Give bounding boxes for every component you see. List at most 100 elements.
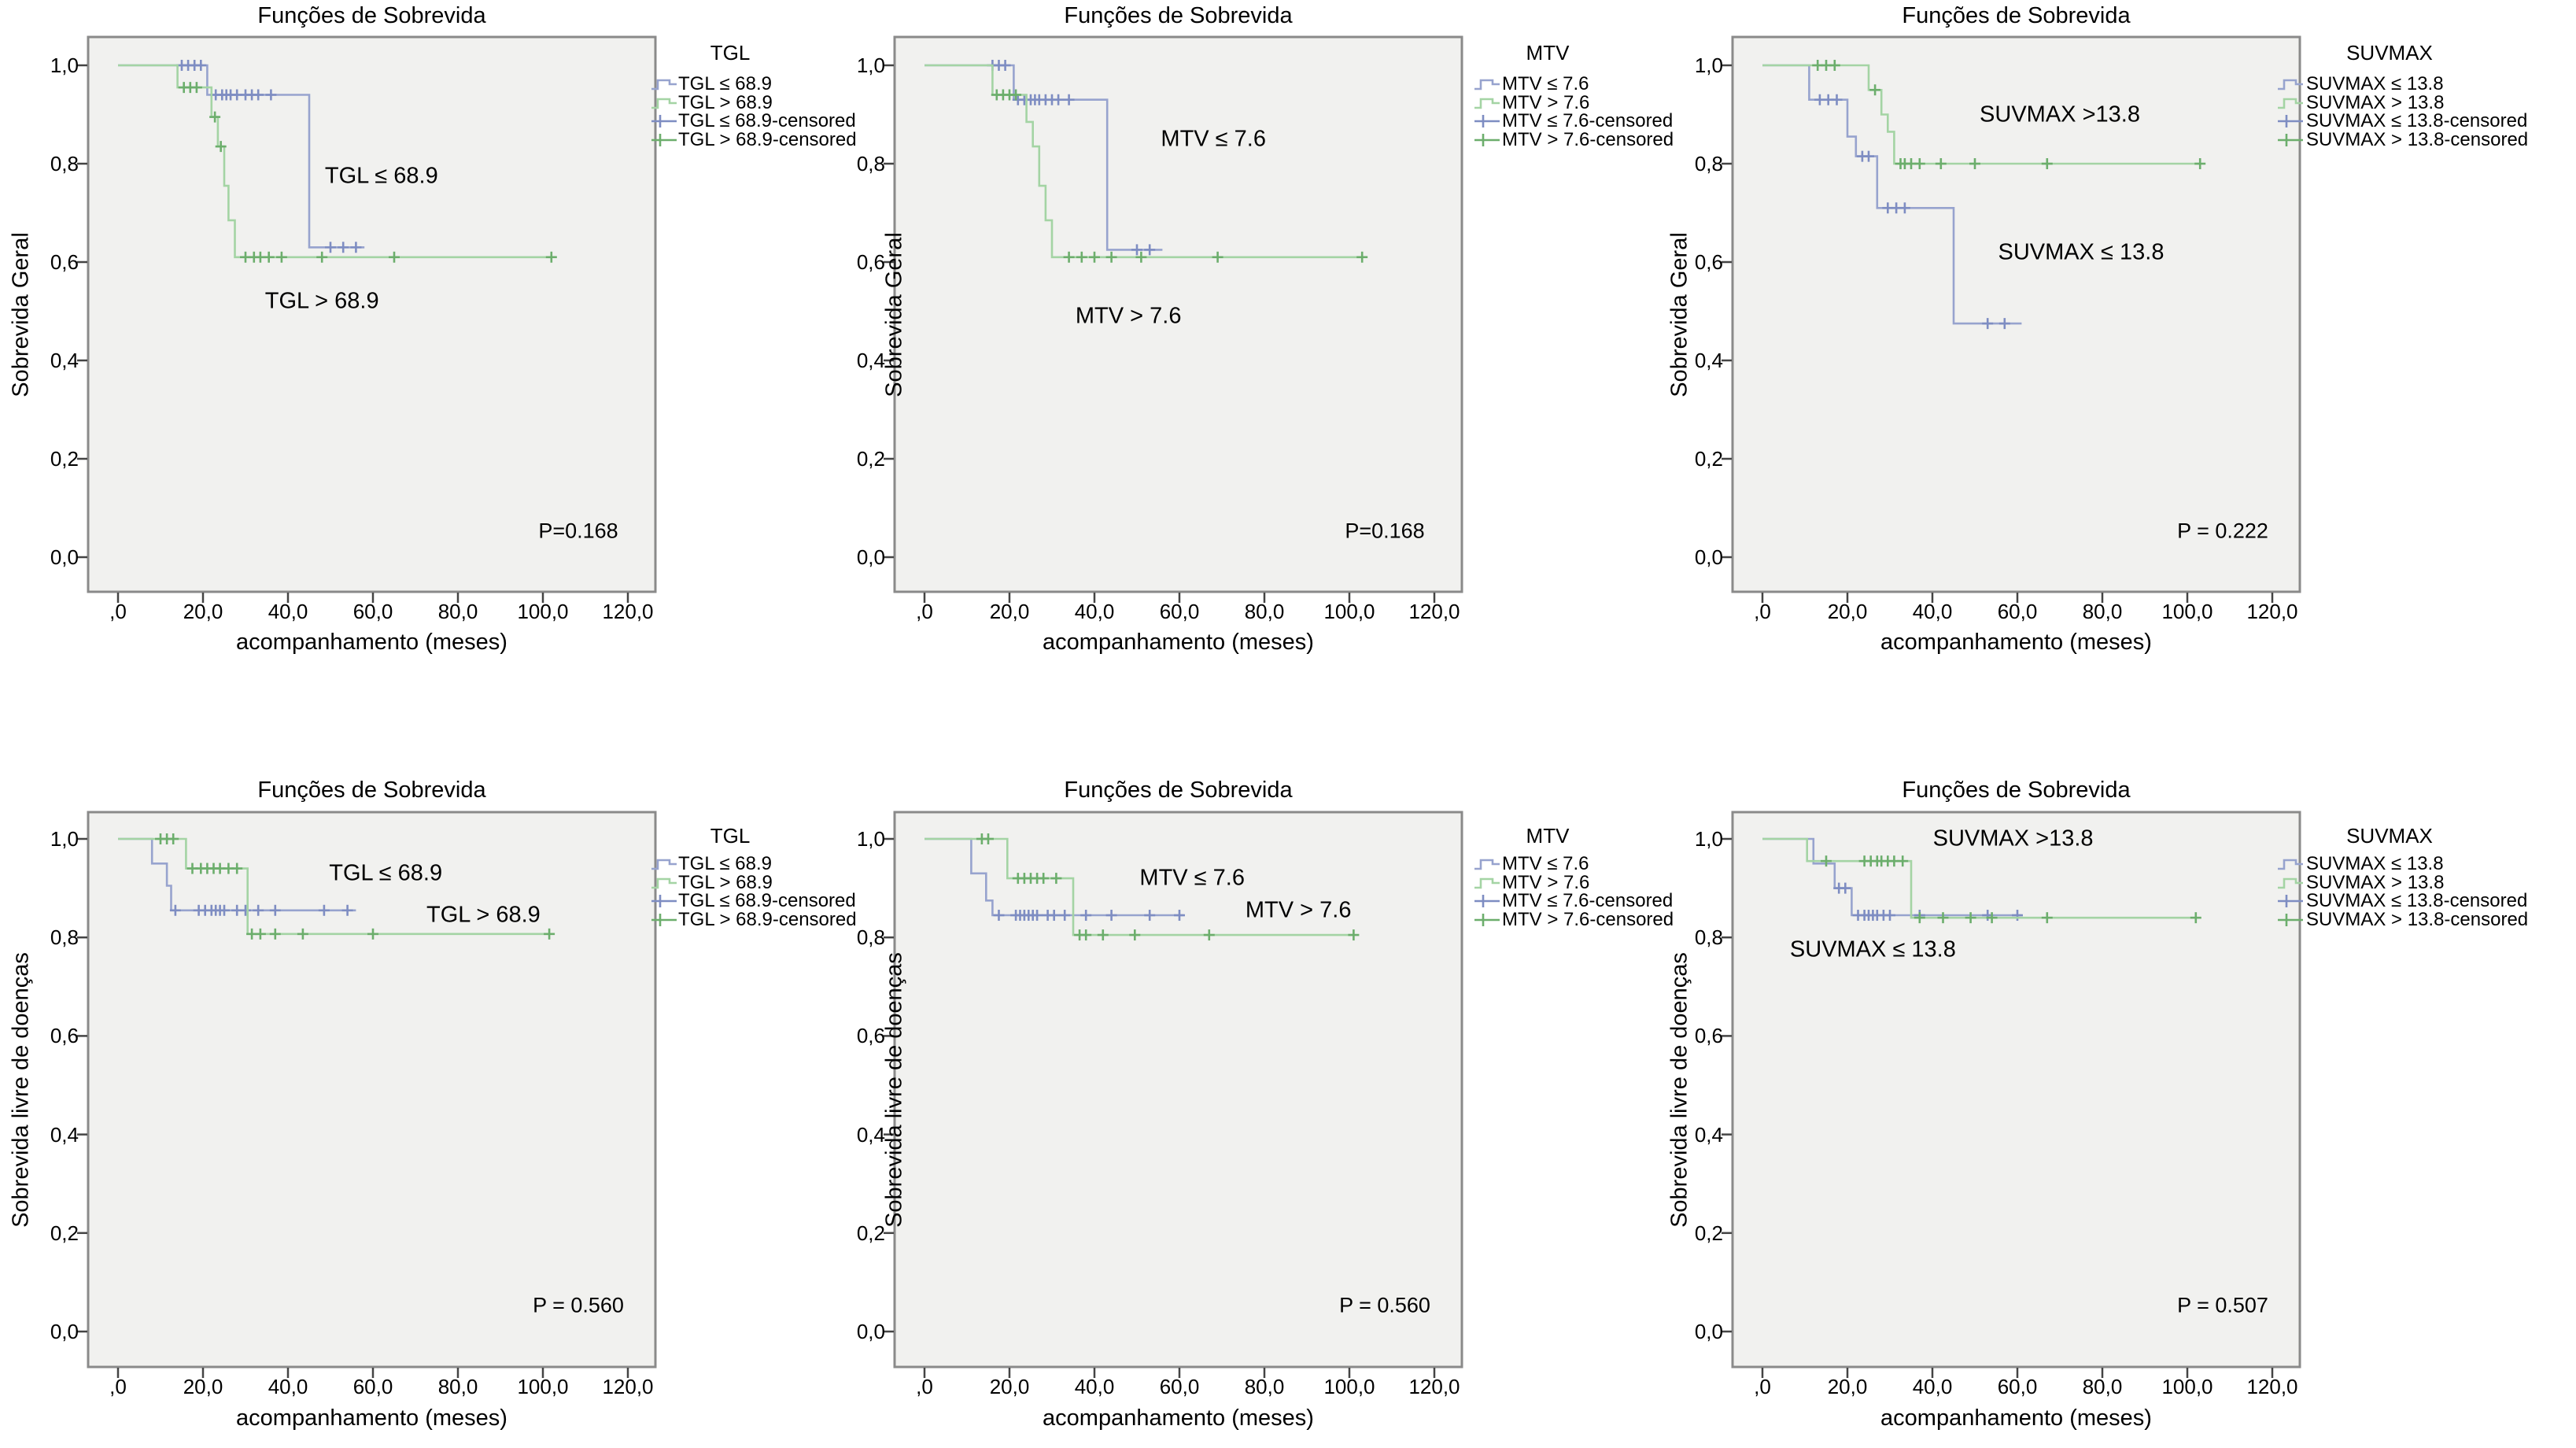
legend-entry-label: TGL ≤ 68.9	[678, 73, 773, 94]
plot-canvas-dfs-suvmax	[1722, 811, 2301, 1378]
legend-censor-swatch	[2278, 115, 2303, 127]
x-tick-label: 20,0	[989, 600, 1030, 623]
x-tick-label: ,0	[109, 600, 127, 623]
x-axis-label: acompanhamento (meses)	[1880, 1406, 2152, 1431]
legend-censor-swatch	[1474, 133, 1500, 146]
p-value-label: P = 0.222	[2177, 519, 2268, 543]
y-tick-label: 0,6	[856, 1024, 885, 1048]
plot-area	[1731, 811, 2301, 1369]
legend-line-swatch	[651, 859, 677, 870]
in-plot-annotation-lower: MTV > 7.6	[1245, 897, 1352, 923]
plot-area	[1731, 35, 2301, 593]
x-tick-label: 120,0	[1408, 1375, 1460, 1398]
km-curve-high	[1762, 64, 2201, 165]
x-axis-label: acompanhamento (meses)	[236, 630, 507, 655]
plot-canvas-dfs-mtv	[884, 811, 1463, 1378]
plot-canvas-os-mtv	[884, 35, 1463, 603]
p-value-label: P=0.168	[1345, 519, 1425, 543]
x-tick-label: 80,0	[437, 1375, 478, 1398]
y-tick-label: 0,6	[50, 250, 79, 274]
y-tick-label: 0,2	[50, 447, 79, 471]
y-tick-label: 0,4	[50, 349, 79, 372]
km-curve-low	[1762, 64, 2022, 325]
x-tick-label: 60,0	[1997, 600, 2038, 623]
chart-title: Funções de Sobrevida	[1064, 778, 1293, 803]
km-curve-low	[1762, 837, 2022, 917]
legend-entry-label: MTV > 7.6	[1502, 91, 1590, 113]
x-tick-label: ,0	[916, 1375, 933, 1398]
y-axis-label: Sobrevida livre de doenças	[881, 951, 907, 1228]
legend-entry-label: MTV ≤ 7.6	[1502, 73, 1589, 94]
in-plot-annotation-lower: TGL > 68.9	[426, 902, 541, 928]
legend-censor-swatch	[2278, 133, 2303, 146]
legend-entry-label: SUVMAX ≤ 13.8-censored	[2306, 110, 2528, 131]
legend-censor-swatch	[651, 115, 677, 127]
km-panel-dfs-mtv: Funções de Sobrevida Sobrevida livre de d…	[857, 732, 1718, 1448]
in-plot-annotation-upper: SUVMAX >13.8	[1932, 826, 2094, 851]
x-tick-label: 80,0	[2082, 1375, 2123, 1398]
x-tick-label: 100,0	[517, 1375, 569, 1398]
y-tick-label: 0,8	[50, 152, 79, 175]
x-axis-label: acompanhamento (meses)	[1043, 1406, 1314, 1431]
legend-entry-label: TGL > 68.9-censored	[678, 908, 857, 930]
chart-title: Funções de Sobrevida	[257, 3, 486, 28]
y-tick-label: 0,6	[1694, 1024, 1723, 1048]
y-tick-label: 0,6	[50, 1024, 79, 1048]
y-tick-label: 0,4	[856, 1122, 885, 1147]
y-tick-label: 0,2	[1694, 447, 1723, 471]
x-tick-label: 80,0	[437, 600, 478, 623]
legend-line-swatch	[2278, 859, 2303, 870]
x-tick-label: 20,0	[1827, 1375, 1868, 1398]
km-panel-os-tgl: Funções de Sobrevida Sobrevida Geral acomp…	[0, 0, 859, 724]
p-value-label: P=0.168	[538, 519, 618, 543]
legend-censor-swatch	[1474, 895, 1500, 907]
x-tick-label: 60,0	[1159, 1375, 1200, 1398]
legend-entry-label: MTV > 7.6	[1502, 871, 1590, 893]
legend-entry-label: MTV > 7.6-censored	[1502, 908, 1674, 930]
y-tick-label: 0,0	[1694, 1320, 1723, 1343]
km-panel-dfs-suvmax: Funções de Sobrevida Sobrevida livre de d…	[1667, 732, 2576, 1448]
x-axis-label: acompanhamento (meses)	[1043, 630, 1314, 655]
chart-title: Funções de Sobrevida	[1902, 3, 2131, 28]
y-tick-label: 1,0	[1694, 54, 1723, 77]
x-tick-label: 120,0	[2246, 1375, 2298, 1398]
y-tick-label: 0,8	[1694, 152, 1723, 175]
in-plot-annotation-lower: MTV > 7.6	[1075, 303, 1182, 329]
chart-title: Funções de Sobrevida	[1064, 3, 1293, 28]
x-tick-label: 60,0	[1997, 1375, 2038, 1398]
x-tick-label: 40,0	[268, 600, 308, 623]
y-tick-label: 0,0	[856, 1320, 885, 1343]
legend-censor-swatch	[1474, 913, 1500, 926]
x-axis-label: acompanhamento (meses)	[1880, 630, 2152, 655]
plot-area	[87, 35, 657, 593]
y-tick-label: 0,0	[856, 545, 885, 569]
x-tick-label: 20,0	[989, 1375, 1030, 1398]
x-tick-label: 100,0	[2161, 1375, 2213, 1398]
legend-line-swatch	[1474, 859, 1500, 870]
chart-title: Funções de Sobrevida	[1902, 778, 2131, 803]
x-tick-label: 60,0	[352, 600, 393, 623]
km-curve-low	[924, 837, 1184, 917]
plot-area	[87, 811, 657, 1369]
km-panel-os-mtv: Funções de Sobrevida Sobrevida Geral acomp…	[857, 0, 1718, 724]
x-tick-label: 40,0	[1074, 1375, 1115, 1398]
legend-entry-label: MTV ≤ 7.6-censored	[1502, 110, 1674, 131]
in-plot-annotation-upper: SUVMAX >13.8	[1980, 102, 2140, 127]
x-tick-label: 40,0	[268, 1375, 308, 1398]
legend-entry-label: SUVMAX > 13.8	[2306, 91, 2445, 113]
km-curve-low	[118, 837, 356, 912]
x-tick-label: 20,0	[183, 1375, 223, 1398]
legend-entry-label: MTV ≤ 7.6-censored	[1502, 890, 1674, 911]
y-tick-label: 0,6	[856, 250, 885, 274]
y-tick-label: 0,8	[1694, 925, 1723, 950]
y-tick-label: 0,0	[1694, 545, 1723, 569]
legend-entry-label: TGL ≤ 68.9-censored	[678, 110, 856, 131]
legend-line-swatch	[2278, 877, 2303, 888]
y-tick-label: 0,8	[856, 925, 885, 950]
legend-censor-swatch	[2278, 913, 2303, 926]
y-tick-label: 0,6	[1694, 250, 1723, 274]
x-tick-label: 100,0	[517, 600, 569, 623]
km-panel-os-suvmax: Funções de Sobrevida Sobrevida Geral acomp…	[1667, 0, 2576, 724]
y-tick-label: 0,2	[856, 447, 885, 471]
y-axis-label: Sobrevida livre de doenças	[8, 951, 34, 1228]
